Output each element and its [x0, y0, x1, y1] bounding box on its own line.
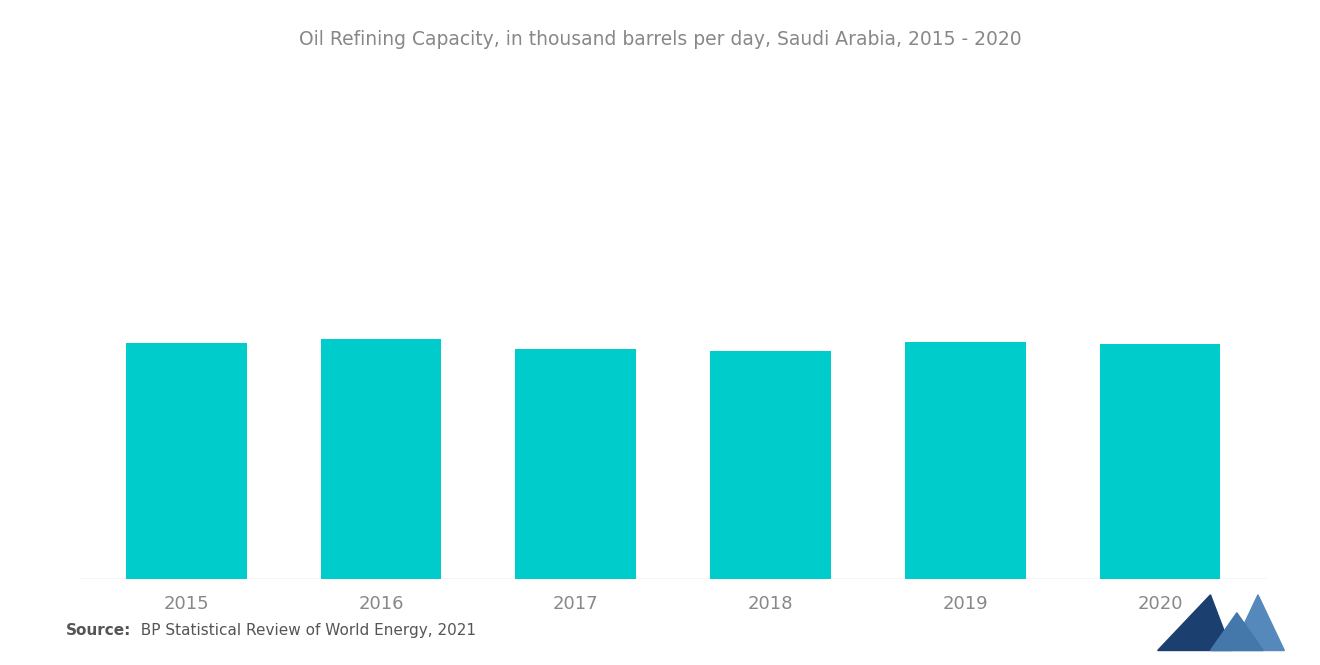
Text: Oil Refining Capacity, in thousand barrels per day, Saudi Arabia, 2015 - 2020: Oil Refining Capacity, in thousand barre… — [298, 30, 1022, 49]
Polygon shape — [1158, 595, 1232, 650]
Bar — [710, 351, 832, 579]
Polygon shape — [1232, 595, 1284, 650]
Bar — [906, 342, 1026, 579]
Bar — [125, 342, 247, 579]
Text: Source:: Source: — [66, 623, 132, 638]
Bar — [321, 340, 441, 579]
Text: BP Statistical Review of World Energy, 2021: BP Statistical Review of World Energy, 2… — [131, 623, 475, 638]
Bar — [515, 349, 636, 579]
Polygon shape — [1210, 613, 1263, 650]
Bar — [1100, 344, 1221, 579]
